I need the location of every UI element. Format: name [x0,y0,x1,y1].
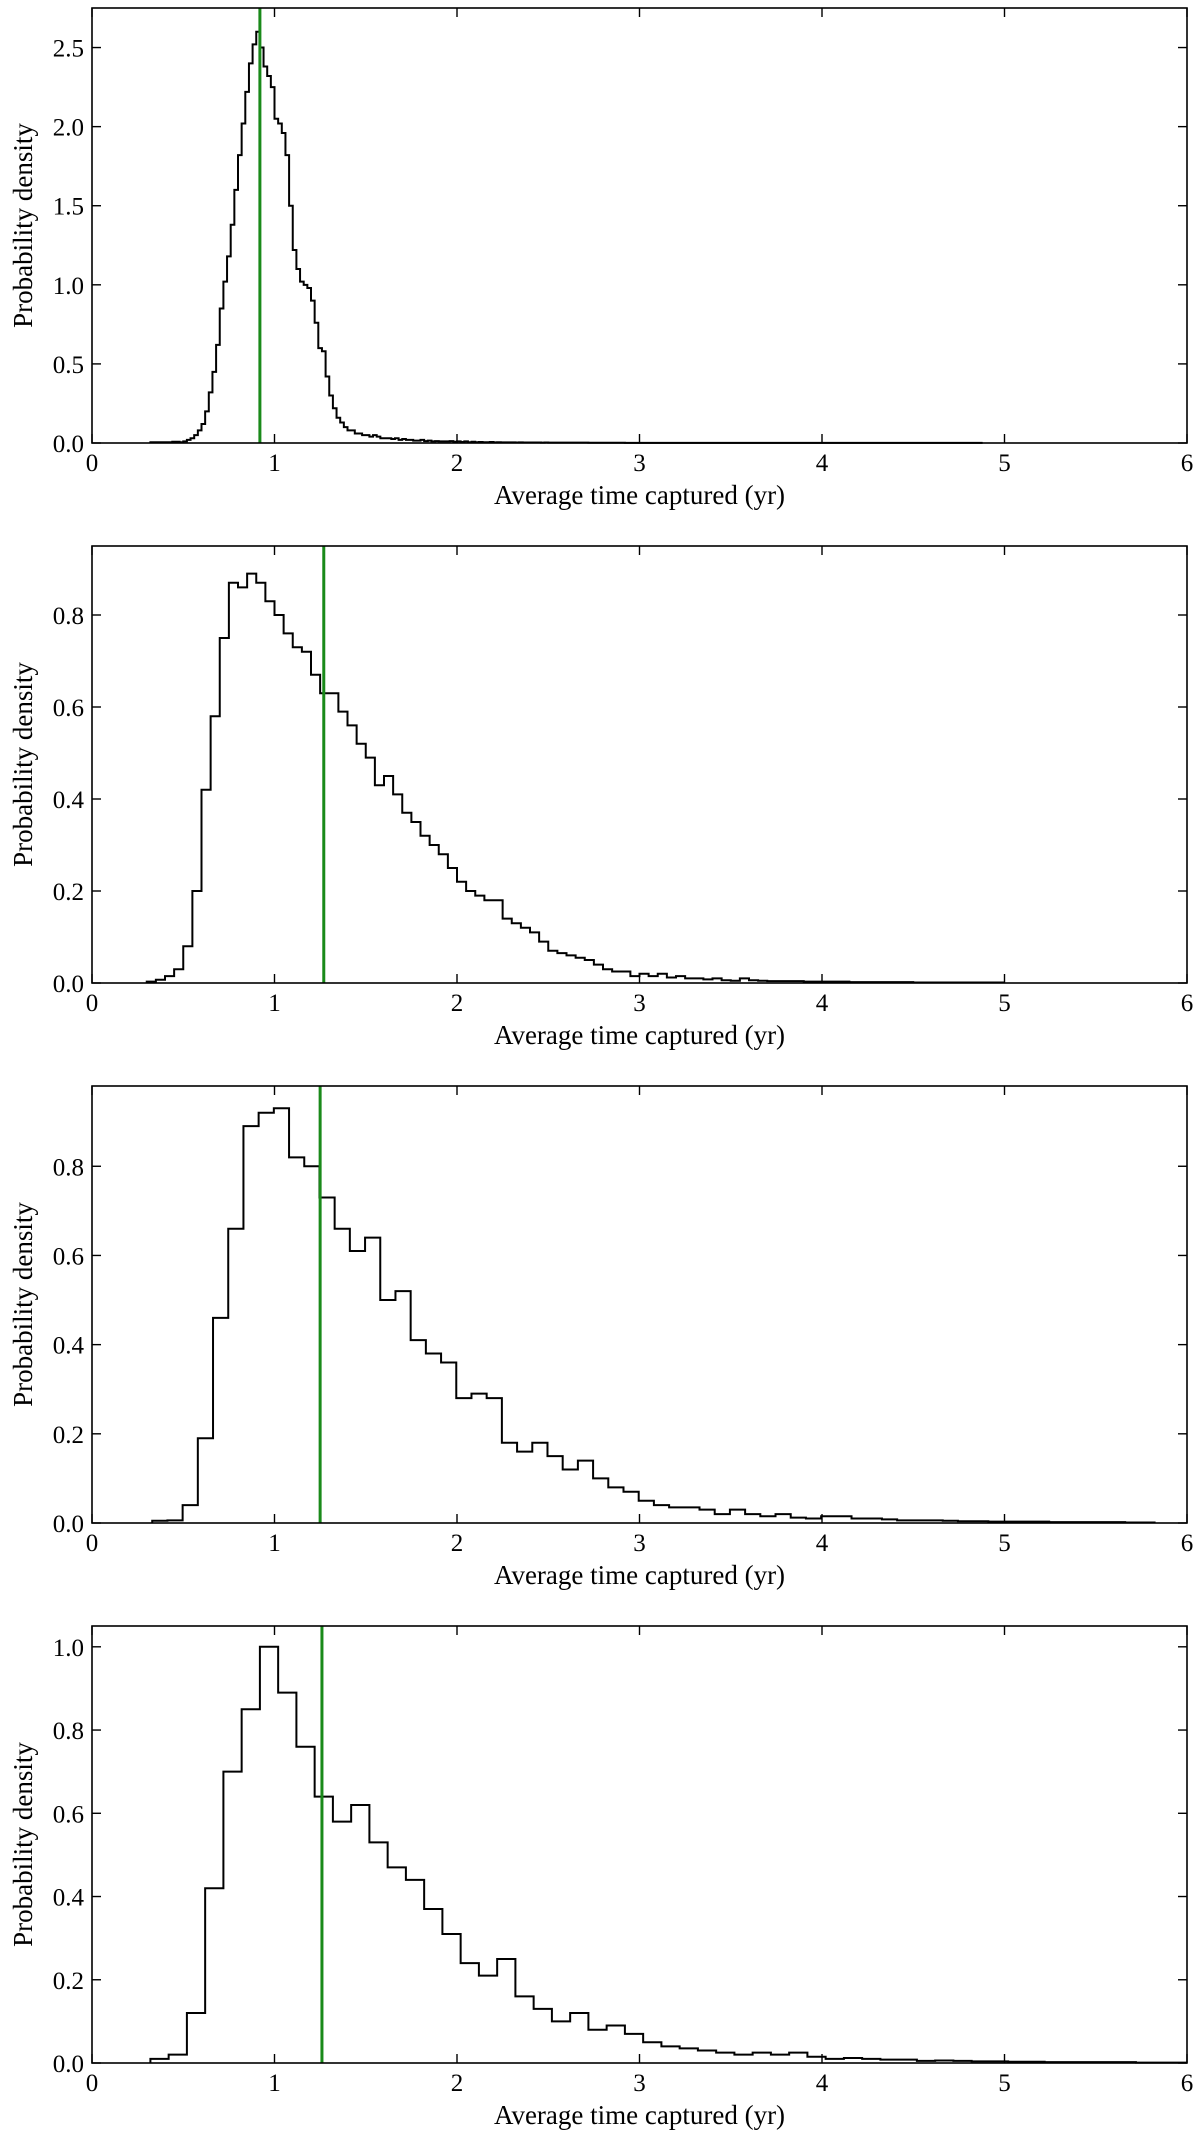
x-tick-label: 0 [86,1530,99,1557]
y-tick-label: 0.8 [53,1718,84,1745]
x-axis-label: Average time captured (yr) [494,1560,785,1590]
x-tick-label: 5 [998,2070,1011,2097]
x-axis-label: Average time captured (yr) [494,2100,785,2130]
x-tick-label: 2 [451,1530,464,1557]
y-axis-label: Probability density [8,662,38,867]
x-tick-label: 6 [1181,1530,1194,1557]
x-tick-label: 4 [816,990,829,1017]
x-tick-label: 6 [1181,990,1194,1017]
y-tick-label: 0.8 [53,1154,84,1181]
y-tick-label: 0.6 [53,1243,84,1270]
x-tick-label: 5 [998,450,1011,477]
x-axis-label: Average time captured (yr) [494,1020,785,1050]
y-tick-label: 0.4 [53,1333,85,1360]
x-tick-label: 6 [1181,2070,1194,2097]
y-tick-label: 0.4 [53,787,85,814]
y-tick-label: 0.0 [53,971,84,998]
y-tick-label: 0.0 [53,2051,84,2078]
panel-4: 0 1 2 3 4 5 6 0.0 0.2 0.4 0.6 0.8 1.0 Average time ca… [8,1625,1194,2130]
y-tick-label: 0.0 [53,1511,84,1538]
y-tick-label: 0.5 [53,352,84,379]
y-tick-label: 2.5 [53,36,84,63]
axes-frame [91,1625,1188,2064]
histogram-step-line [149,30,983,444]
x-tick-label: 3 [633,2070,646,2097]
y-axis-label: Probability density [8,1202,38,1407]
x-tick-label: 2 [451,990,464,1017]
panel-2: 0 1 2 3 4 5 6 0.0 0.2 0.4 0.6 0.8 Average time captu… [8,545,1194,1050]
x-tick-label: 1 [268,450,281,477]
y-tick-label: 1.0 [53,1635,84,1662]
x-tick-label: 4 [816,450,829,477]
x-tick-label: 4 [816,2070,829,2097]
panel-3: 0 1 2 3 4 5 6 0.0 0.2 0.4 0.6 0.8 Average time captu… [8,1085,1194,1590]
y-tick-label: 0.6 [53,1801,84,1828]
x-axis-label: Average time captured (yr) [494,480,785,510]
y-tick-label: 0.6 [53,695,84,722]
x-tick-label: 5 [998,1530,1011,1557]
axes-frame [91,545,1188,984]
x-tick-label: 2 [451,2070,464,2097]
x-tick-label: 3 [633,1530,646,1557]
y-tick-label: 0.0 [53,431,84,458]
x-tick-label: 3 [633,450,646,477]
x-tick-label: 6 [1181,450,1194,477]
axes-frame [91,1085,1188,1524]
y-tick-label: 2.0 [53,115,84,142]
y-tick-label: 1.0 [53,273,84,300]
y-tick-label: 0.4 [53,1885,85,1912]
y-tick-label: 0.2 [53,1422,84,1449]
x-tick-label: 3 [633,990,646,1017]
histogram-step-line [151,1107,1156,1524]
x-tick-label: 5 [998,990,1011,1017]
panel-1: 0 1 2 3 4 5 6 0.0 0.5 1.0 1.5 2.0 2.5 Average time ca… [8,7,1194,510]
y-axis-label: Probability density [8,1742,38,1947]
x-tick-label: 0 [86,450,99,477]
histogram-step-line [149,1645,1187,2064]
x-tick-label: 2 [451,450,464,477]
x-tick-label: 1 [268,1530,281,1557]
x-tick-label: 0 [86,990,99,1017]
histogram-step-line [145,572,1005,984]
y-tick-label: 0.2 [53,879,84,906]
y-axis-label: Probability density [8,123,38,328]
y-tick-label: 0.2 [53,1968,84,1995]
y-tick-label: 1.5 [53,194,84,221]
x-tick-label: 1 [268,2070,281,2097]
axes-frame [91,7,1188,444]
y-tick-label: 0.8 [53,603,84,630]
x-tick-label: 4 [816,1530,829,1557]
x-tick-label: 1 [268,990,281,1017]
x-tick-label: 0 [86,2070,99,2097]
